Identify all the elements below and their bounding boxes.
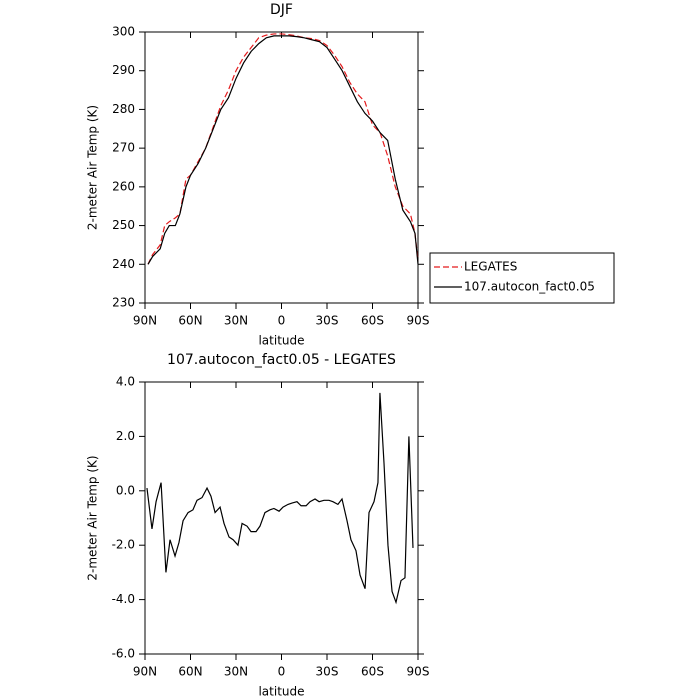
x-tick-label: 60S — [361, 314, 384, 328]
y-tick-label: 4.0 — [116, 375, 135, 389]
x-axis-label: latitude — [258, 334, 304, 348]
y-axis-label: 2-meter Air Temp (K) — [86, 455, 100, 580]
series-line — [147, 33, 419, 265]
y-tick-label: -4.0 — [112, 592, 135, 606]
x-tick-label: 90S — [407, 314, 430, 328]
y-tick-label: 300 — [112, 25, 135, 39]
series-line — [147, 35, 419, 265]
y-tick-label: 280 — [112, 102, 135, 116]
legend-label: LEGATES — [464, 260, 517, 274]
legend-label: 107.autocon_fact0.05 — [464, 280, 595, 294]
y-tick-label: -2.0 — [112, 538, 135, 552]
y-tick-label: 0.0 — [116, 483, 135, 497]
y-tick-label: 270 — [112, 141, 135, 155]
legend-box — [429, 252, 615, 304]
x-tick-label: 90N — [133, 665, 157, 679]
y-tick-label: 240 — [112, 257, 135, 271]
y-axis-label: 2-meter Air Temp (K) — [86, 105, 100, 230]
x-tick-label: 90S — [407, 665, 430, 679]
chart-title: DJF — [270, 2, 293, 18]
x-tick-label: 30S — [316, 314, 339, 328]
y-tick-label: 290 — [112, 63, 135, 77]
plot-frame — [144, 31, 419, 304]
y-tick-label: 230 — [112, 296, 135, 310]
y-tick-label: 250 — [112, 218, 135, 232]
chart-title: 107.autocon_fact0.05 - LEGATES — [167, 352, 396, 368]
x-tick-label: 0 — [278, 665, 286, 679]
x-axis-label: latitude — [258, 685, 304, 699]
x-tick-label: 30S — [316, 665, 339, 679]
x-tick-label: 60S — [361, 665, 384, 679]
y-tick-label: 2.0 — [116, 429, 135, 443]
series-line — [146, 392, 414, 605]
x-tick-label: 90N — [133, 314, 157, 328]
plot-frame — [144, 381, 419, 655]
y-tick-label: -6.0 — [112, 647, 135, 661]
x-tick-label: 60N — [178, 665, 202, 679]
x-tick-label: 0 — [278, 314, 286, 328]
x-tick-label: 30N — [224, 665, 248, 679]
y-tick-label: 260 — [112, 179, 135, 193]
x-tick-label: 60N — [178, 314, 202, 328]
x-tick-label: 30N — [224, 314, 248, 328]
